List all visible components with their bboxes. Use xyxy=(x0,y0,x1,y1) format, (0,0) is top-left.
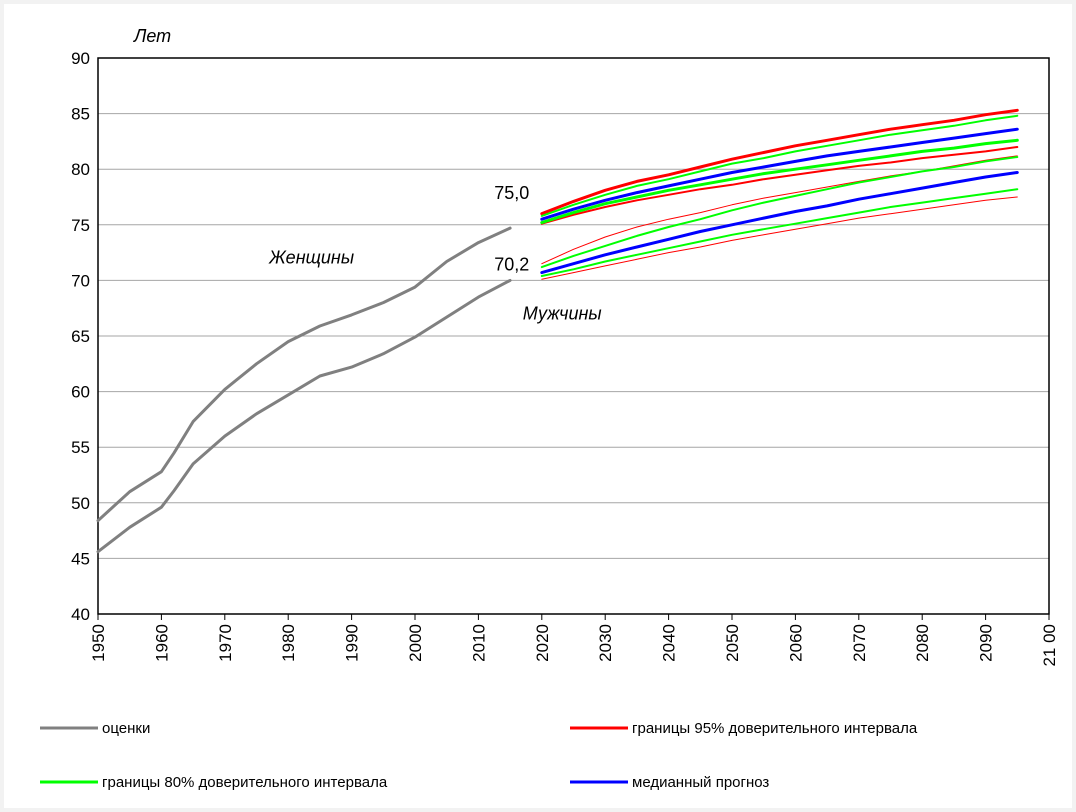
x-tick-label: 2030 xyxy=(596,624,615,662)
x-tick-label: 2040 xyxy=(660,624,679,662)
series-line-ci95 xyxy=(541,196,1018,280)
legend-label: границы 95% доверительного интервала xyxy=(632,720,918,737)
y-tick-label: 85 xyxy=(71,105,90,124)
y-axis-label: Лет xyxy=(133,26,171,46)
series-lines xyxy=(96,108,1019,554)
x-tick-label: 2070 xyxy=(850,624,869,662)
y-tick-label: 55 xyxy=(71,438,90,457)
series-line-ci80 xyxy=(540,188,1019,277)
y-tick-label: 65 xyxy=(71,327,90,346)
series-line-ci80 xyxy=(540,156,1019,269)
x-tick-label: 2000 xyxy=(406,624,425,662)
x-tick-label: 1990 xyxy=(343,624,362,662)
x-tick-label: 2050 xyxy=(723,624,742,662)
series-line-median xyxy=(540,127,1019,221)
y-tick-label: 45 xyxy=(71,549,90,568)
chart-container: 40 45 50 55 60 65 70 75 80 85 90 1950 1960 1970 1980 19… xyxy=(4,4,1072,808)
legend-item-estimates: оценки xyxy=(40,720,150,737)
series-line-estimates xyxy=(96,226,512,523)
series-line-median xyxy=(540,171,1019,275)
y-tick-label: 90 xyxy=(71,49,90,68)
value-annotation: 70,2 xyxy=(494,254,529,274)
x-tick-label: 2080 xyxy=(913,624,932,662)
legend: оценки границы 95% доверительного интерва… xyxy=(40,720,918,791)
x-tick-label: 2020 xyxy=(533,624,552,662)
series-line-ci95 xyxy=(540,108,1019,216)
y-tick-label: 70 xyxy=(71,271,90,290)
x-tick-label: 1980 xyxy=(279,624,298,662)
legend-item-median: медианный прогноз xyxy=(570,774,769,791)
life-expectancy-chart: 40 45 50 55 60 65 70 75 80 85 90 1950 1960 1970 1980 19… xyxy=(40,26,1059,791)
x-tick-label: 21 00 xyxy=(1040,624,1059,667)
series-line-ci95 xyxy=(540,146,1019,225)
series-line-estimates xyxy=(96,278,512,554)
y-tick-label: 40 xyxy=(71,605,90,624)
legend-item-ci80: границы 80% доверительного интервала xyxy=(40,774,388,791)
x-tick-label: 1970 xyxy=(216,624,235,662)
x-tick-label: 2060 xyxy=(786,624,805,662)
plot-frame xyxy=(97,57,1050,615)
x-tick-label: 1960 xyxy=(152,624,171,662)
x-tick-label: 2090 xyxy=(977,624,996,662)
x-tick-label: 1950 xyxy=(89,624,108,662)
legend-label: медианный прогноз xyxy=(632,774,769,791)
value-annotation: 75,0 xyxy=(494,183,529,203)
legend-label: оценки xyxy=(102,720,150,737)
y-tick-label: 75 xyxy=(71,216,90,235)
axes: 40 45 50 55 60 65 70 75 80 85 90 1950 1960 1970 1980 19… xyxy=(71,49,1059,667)
y-tick-label: 60 xyxy=(71,383,90,402)
x-tick-label: 2010 xyxy=(469,624,488,662)
series-line-ci80 xyxy=(540,138,1019,225)
chart-labels: Лет Женщины Мужчины 75,0 70,2 xyxy=(133,26,602,323)
legend-item-ci95: границы 95% доверительного интервала xyxy=(570,720,918,737)
legend-label: границы 80% доверительного интервала xyxy=(102,774,388,791)
series-line-ci80 xyxy=(540,114,1019,217)
y-tick-label: 80 xyxy=(71,160,90,179)
y-tick-label: 50 xyxy=(71,494,90,513)
series-annotation: Мужчины xyxy=(523,303,602,323)
series-annotation: Женщины xyxy=(268,248,354,268)
